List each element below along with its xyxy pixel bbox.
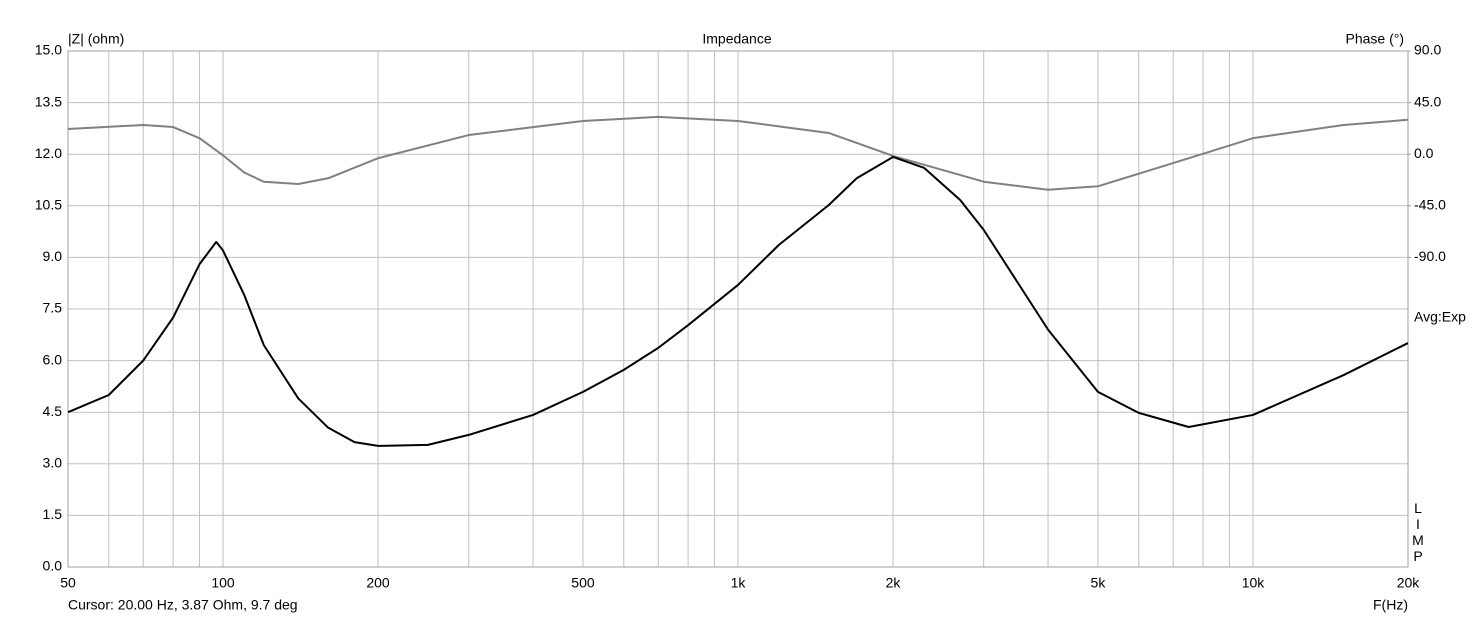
x-tick-label: 10k [1242, 575, 1266, 591]
series-line [67, 115, 1409, 191]
y-axis-label: |Z| (ohm) [68, 31, 124, 47]
plot-border [67, 50, 1409, 568]
x-tick-label: 20k [1397, 575, 1421, 591]
x-axis-label: F(Hz) [1373, 597, 1408, 613]
x-tick-label: 2k [886, 575, 902, 591]
y2-tick-label: 0.0 [1414, 145, 1434, 161]
y-tick-label: 15.0 [35, 42, 62, 58]
y2-tick-label: -45.0 [1414, 197, 1446, 213]
y-tick-label: 7.5 [43, 300, 63, 316]
y-tick-label: 13.5 [35, 93, 62, 109]
y2-tick-label: 45.0 [1414, 93, 1441, 109]
x-tick-label: 5k [1091, 575, 1107, 591]
y-tick-label: 10.5 [35, 197, 62, 213]
x-tick-label: 100 [211, 575, 235, 591]
x-tick-label: 50 [60, 575, 76, 591]
x-tick-label: 500 [571, 575, 595, 591]
y-tick-label: 6.0 [43, 351, 63, 367]
x-tick-label: 200 [366, 575, 390, 591]
y-tick-label: 1.5 [43, 506, 63, 522]
y-tick-label: 9.0 [43, 248, 63, 264]
y-tick-label: 4.5 [43, 403, 63, 419]
side-note: Avg:Exp [1414, 309, 1466, 325]
cursor-readout: Cursor: 20.00 Hz, 3.87 Ohm, 9.7 deg [68, 597, 298, 613]
y-tick-label: 0.0 [43, 558, 63, 574]
x-tick-label: 1k [731, 575, 747, 591]
y-tick-label: 3.0 [43, 455, 63, 471]
y2-tick-label: 90.0 [1414, 42, 1441, 58]
y2-axis-label: Phase (°) [1345, 31, 1404, 47]
mode-label: LIMP [1410, 500, 1426, 564]
y2-tick-label: -90.0 [1414, 248, 1446, 264]
y-tick-label: 12.0 [35, 145, 62, 161]
chart-title: Impedance [702, 31, 771, 47]
series-line [67, 155, 1409, 447]
